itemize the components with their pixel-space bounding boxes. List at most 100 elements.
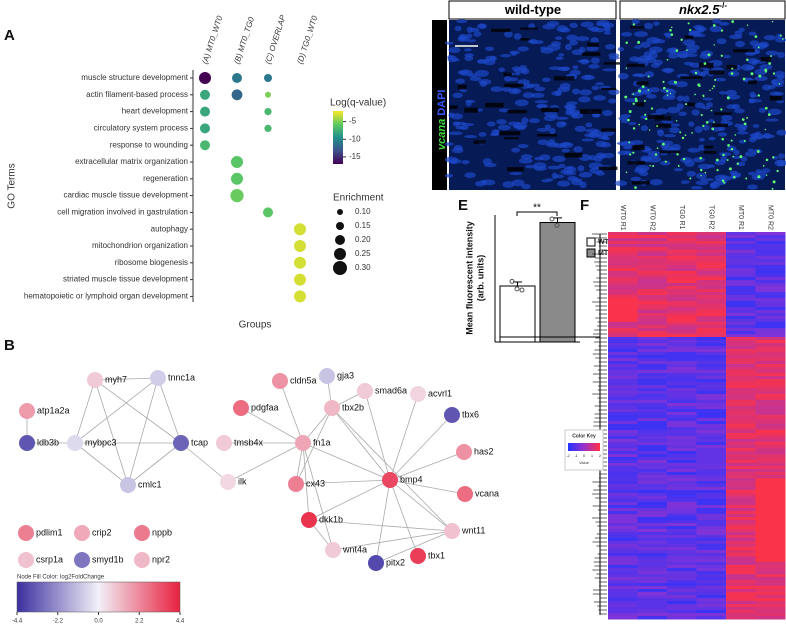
heat-cell xyxy=(726,514,756,518)
signal xyxy=(624,95,628,99)
nucleus xyxy=(769,91,781,96)
heat-cell xyxy=(726,355,756,359)
go-dot xyxy=(199,72,211,84)
gap xyxy=(655,123,672,128)
heat-cell xyxy=(608,589,638,593)
heat-cell xyxy=(696,343,727,347)
heat-cell xyxy=(755,370,786,374)
gap xyxy=(564,152,583,158)
heat-cell xyxy=(696,436,727,440)
heat-cell xyxy=(755,562,786,566)
legend-title: Log(q-value) xyxy=(330,98,386,109)
heat-cell xyxy=(667,574,697,578)
heat-cell xyxy=(696,574,727,578)
heat-cell xyxy=(637,322,668,326)
signal xyxy=(767,113,771,116)
panel-label: B xyxy=(4,337,15,354)
heat-cell xyxy=(726,400,756,404)
node-label: pdgfaa xyxy=(251,402,279,412)
heat-cell xyxy=(726,397,756,401)
heat-cell xyxy=(667,517,697,521)
nucleus xyxy=(680,180,690,184)
heat-cell xyxy=(637,583,668,587)
nucleus xyxy=(547,165,561,170)
heat-cell xyxy=(667,388,697,392)
data-point xyxy=(549,216,555,222)
heat-cell xyxy=(755,316,786,320)
gap xyxy=(726,64,738,70)
heat-cell xyxy=(755,460,786,464)
heat-cell xyxy=(667,247,697,251)
heat-cell xyxy=(696,613,727,617)
nucleus xyxy=(496,119,507,125)
gap xyxy=(733,49,755,53)
heat-cell xyxy=(726,430,756,434)
heat-cell xyxy=(726,517,756,521)
signal xyxy=(682,157,686,161)
heat-cell xyxy=(696,403,727,407)
node xyxy=(444,523,460,539)
signal xyxy=(699,168,703,172)
heat-cell xyxy=(696,415,727,419)
edge xyxy=(240,407,304,444)
heat-cell xyxy=(667,280,697,284)
node-label: mybpc3 xyxy=(85,437,117,447)
heat-cell xyxy=(667,433,697,437)
group-label: (B) MT0_TG0 xyxy=(232,15,256,65)
signal xyxy=(671,26,673,29)
heat-cell xyxy=(696,535,727,539)
heat-cell xyxy=(637,337,668,341)
gap xyxy=(464,107,479,113)
heat-cell xyxy=(696,232,727,236)
nucleus xyxy=(765,50,779,56)
node-label: smyd1b xyxy=(92,554,124,564)
nucleus xyxy=(717,132,728,137)
column-label: MT0 R1 xyxy=(737,205,744,230)
bar xyxy=(539,222,576,343)
heat-cell xyxy=(667,490,697,494)
heat-cell xyxy=(608,451,638,455)
heat-cell xyxy=(726,358,756,362)
heat-cell xyxy=(667,616,697,620)
signal xyxy=(666,94,669,96)
signal xyxy=(694,93,696,96)
heat-cell xyxy=(637,376,668,380)
heat-cell xyxy=(608,400,638,404)
heat-cell xyxy=(667,526,697,530)
heat-cell xyxy=(608,421,638,425)
heat-cell xyxy=(726,550,756,554)
heat-cell xyxy=(608,358,638,362)
nucleus xyxy=(558,163,566,169)
gap xyxy=(601,128,616,132)
heat-cell xyxy=(726,337,756,341)
heat-cell xyxy=(726,574,756,578)
heat-cell xyxy=(696,457,727,461)
nucleus xyxy=(617,150,630,156)
heat-cell xyxy=(696,268,727,272)
heat-cell xyxy=(637,241,668,245)
heat-cell xyxy=(637,292,668,296)
heat-cell xyxy=(637,340,668,344)
heat-cell xyxy=(696,556,727,560)
heat-cell xyxy=(608,469,638,473)
signal xyxy=(713,85,716,88)
heat-cell xyxy=(726,295,756,299)
node-label: gja3 xyxy=(337,370,354,380)
heat-cell xyxy=(608,472,638,476)
signal xyxy=(772,180,776,184)
nucleus xyxy=(662,95,676,100)
nucleus xyxy=(486,121,496,127)
heat-cell xyxy=(608,610,638,614)
heat-cell xyxy=(608,463,638,467)
color-key-bar xyxy=(568,443,600,451)
gap xyxy=(698,62,714,68)
size-label: 0.15 xyxy=(355,221,371,230)
heat-cell xyxy=(637,523,668,527)
heat-cell xyxy=(696,253,727,257)
nucleus xyxy=(740,123,748,130)
signal xyxy=(644,113,647,116)
edge xyxy=(389,414,453,481)
heat-cell xyxy=(608,352,638,356)
nucleus xyxy=(748,171,757,176)
